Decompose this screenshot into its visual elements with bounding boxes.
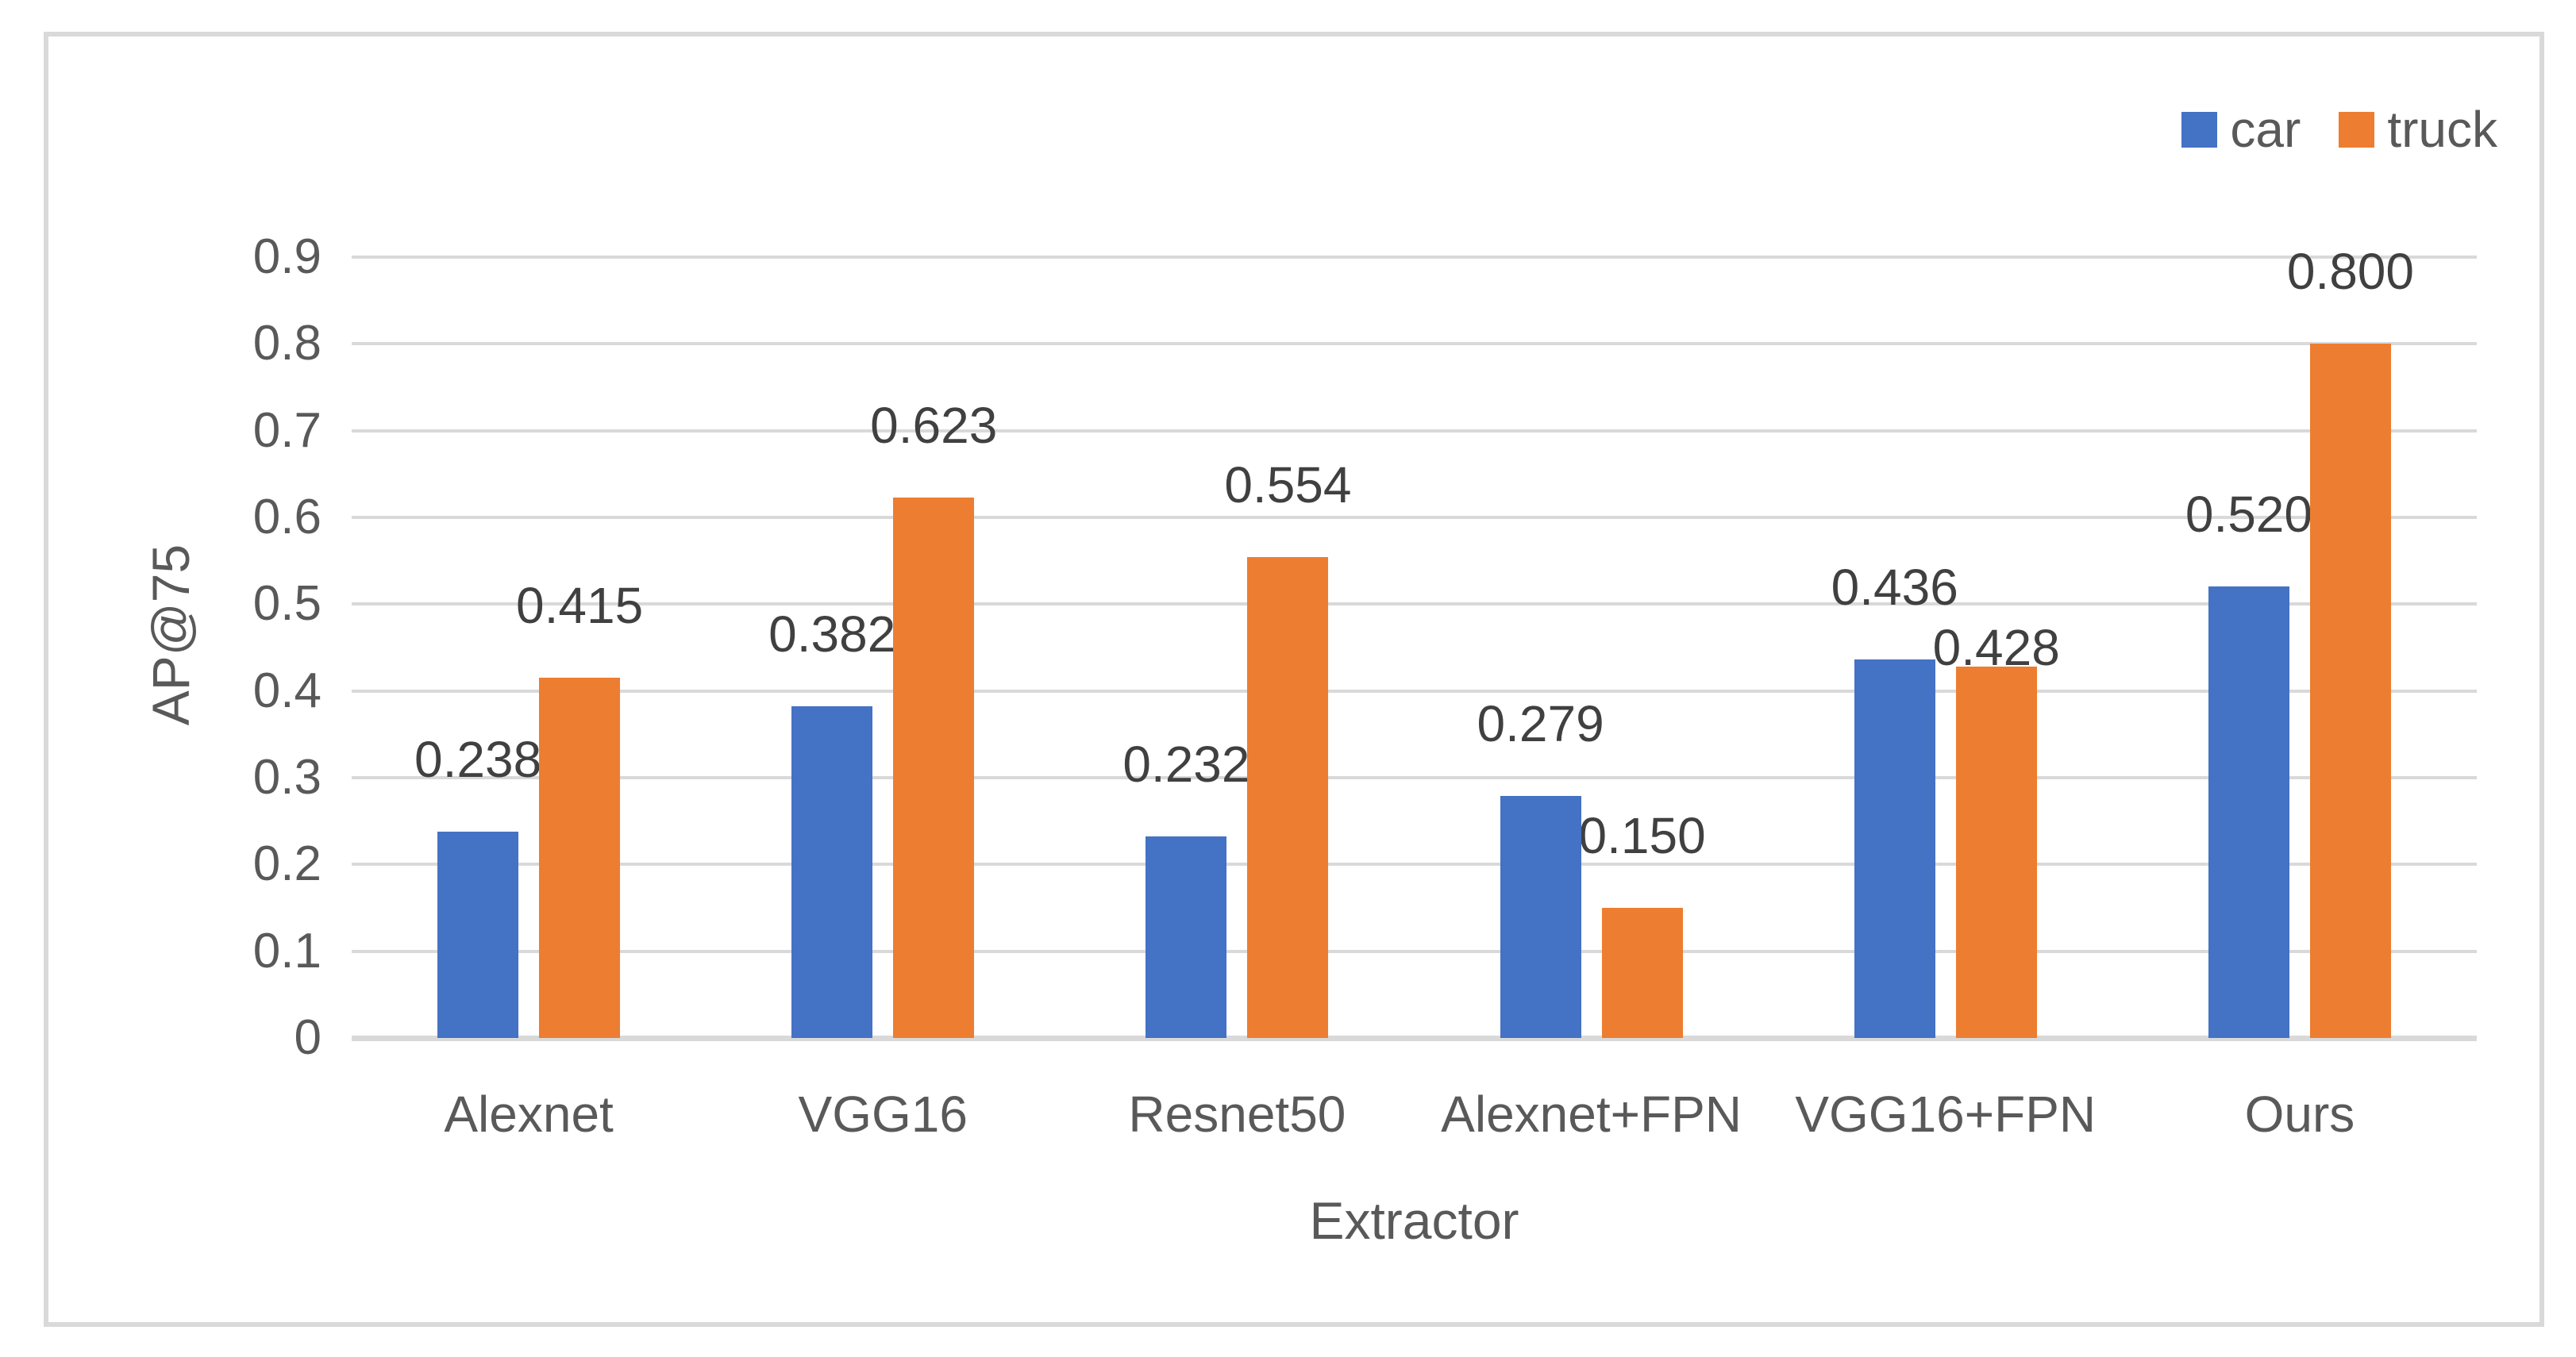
gridline <box>352 689 2477 693</box>
bar-truck-vgg16 <box>893 497 975 1038</box>
gridline <box>352 516 2477 519</box>
bar-truck-ours <box>2309 344 2391 1038</box>
bar-truck-vgg16-fpn <box>1955 667 2037 1038</box>
legend-swatch-truck <box>2339 111 2375 148</box>
bar-truck-alexnet-fpn <box>1601 908 1683 1038</box>
legend-swatch-car <box>2181 111 2218 148</box>
y-axis-tick-label: 0.6 <box>252 490 322 544</box>
bar-car-ours <box>2208 586 2289 1038</box>
x-axis-title: Extractor <box>1309 1191 1519 1250</box>
y-axis-tick-label: 0.8 <box>252 316 322 371</box>
y-axis-tick-label: 0.4 <box>252 663 322 718</box>
data-label-car-vgg16-fpn: 0.436 <box>1831 559 1958 617</box>
gridline <box>352 949 2477 953</box>
x-axis-category-label-ours: Ours <box>2244 1086 2355 1143</box>
data-label-truck-alexnet: 0.415 <box>516 577 644 635</box>
y-axis-tick-label: 0.7 <box>252 402 322 458</box>
x-axis-line <box>352 1036 2477 1041</box>
gridline <box>352 429 2477 432</box>
data-label-truck-vgg16: 0.623 <box>870 396 998 454</box>
y-axis-tick-label: 0.9 <box>252 229 322 284</box>
bar-car-alexnet <box>437 831 519 1038</box>
legend-label-truck: truck <box>2387 101 2497 158</box>
data-label-car-ours: 0.520 <box>2185 486 2312 544</box>
gridline <box>352 602 2477 606</box>
bar-car-alexnet-fpn <box>1500 795 1581 1038</box>
data-label-car-resnet50: 0.232 <box>1122 736 1250 794</box>
data-label-truck-alexnet-fpn: 0.150 <box>1578 807 1706 864</box>
bar-car-vgg16 <box>791 706 873 1038</box>
x-axis-category-label-vgg16: VGG16 <box>798 1086 968 1143</box>
bar-truck-alexnet <box>539 678 621 1038</box>
gridline <box>352 863 2477 867</box>
y-axis-tick-label: 0 <box>294 1010 322 1065</box>
legend: car truck <box>2181 102 2497 157</box>
y-axis-tick-label: 0.1 <box>252 923 322 978</box>
data-label-truck-resnet50: 0.554 <box>1224 456 1352 514</box>
bar-car-resnet50 <box>1146 836 1227 1038</box>
chart-border-frame <box>44 32 2544 1327</box>
gridline <box>352 256 2477 259</box>
y-axis-tick-label: 0.3 <box>252 750 322 805</box>
bar-car-vgg16-fpn <box>1854 659 1935 1038</box>
legend-item-car: car <box>2181 102 2301 157</box>
legend-item-truck: truck <box>2339 102 2497 157</box>
data-label-car-alexnet-fpn: 0.279 <box>1477 694 1604 752</box>
x-axis-category-label-vgg16-fpn: VGG16+FPN <box>1795 1086 2097 1143</box>
y-axis-tick-label: 0.2 <box>252 836 322 892</box>
x-axis-category-label-resnet50: Resnet50 <box>1128 1086 1346 1143</box>
legend-label-car: car <box>2230 101 2301 158</box>
x-axis-category-label-alexnet-fpn: Alexnet+FPN <box>1441 1086 1742 1143</box>
x-axis-category-label-alexnet: Alexnet <box>444 1086 614 1143</box>
data-label-car-vgg16: 0.382 <box>768 605 896 663</box>
bar-truck-resnet50 <box>1247 557 1329 1038</box>
gridline <box>352 342 2477 346</box>
data-label-car-alexnet: 0.238 <box>414 730 542 788</box>
data-label-truck-ours: 0.800 <box>2286 243 2414 301</box>
y-axis-tick-label: 0.5 <box>252 576 322 632</box>
y-axis-title: AP@75 <box>141 544 200 726</box>
gridline <box>352 776 2477 779</box>
